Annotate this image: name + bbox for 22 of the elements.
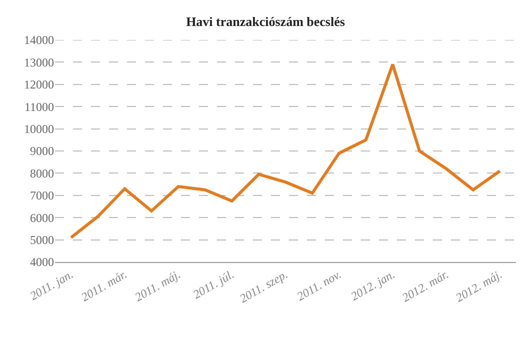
chart-title: Havi tranzakciószám becslés — [186, 14, 345, 30]
y-tick-label: 8000 — [30, 166, 54, 180]
x-tick-label: 2011. júl. — [190, 267, 236, 302]
y-tick-label: 11000 — [24, 100, 54, 114]
x-tick-label: 2012. már. — [400, 267, 451, 305]
x-tick-label: 2011. jan. — [27, 267, 76, 303]
y-tick-label: 10000 — [24, 122, 54, 136]
x-tick-label: 2012. jan. — [348, 267, 398, 304]
y-tick-label: 7000 — [30, 188, 54, 203]
y-tick-label: 12000 — [24, 78, 54, 92]
x-tick-label: 2011. szep. — [237, 267, 290, 306]
x-tick-label: 2011. már. — [78, 267, 130, 304]
x-tick-label: 2011. máj. — [132, 267, 183, 304]
line-series — [70, 62, 502, 240]
x-tick-label: 2011. nov. — [294, 267, 344, 304]
y-tick-label: 13000 — [24, 55, 54, 70]
y-tick-label: 9000 — [30, 144, 54, 158]
x-tick-label: 2012. máj. — [453, 267, 504, 305]
y-tick-label: 14000 — [24, 33, 54, 48]
y-tick-label: 4000 — [30, 255, 54, 270]
y-tick-label: 6000 — [30, 210, 54, 225]
y-tick-label: 5000 — [30, 233, 54, 247]
